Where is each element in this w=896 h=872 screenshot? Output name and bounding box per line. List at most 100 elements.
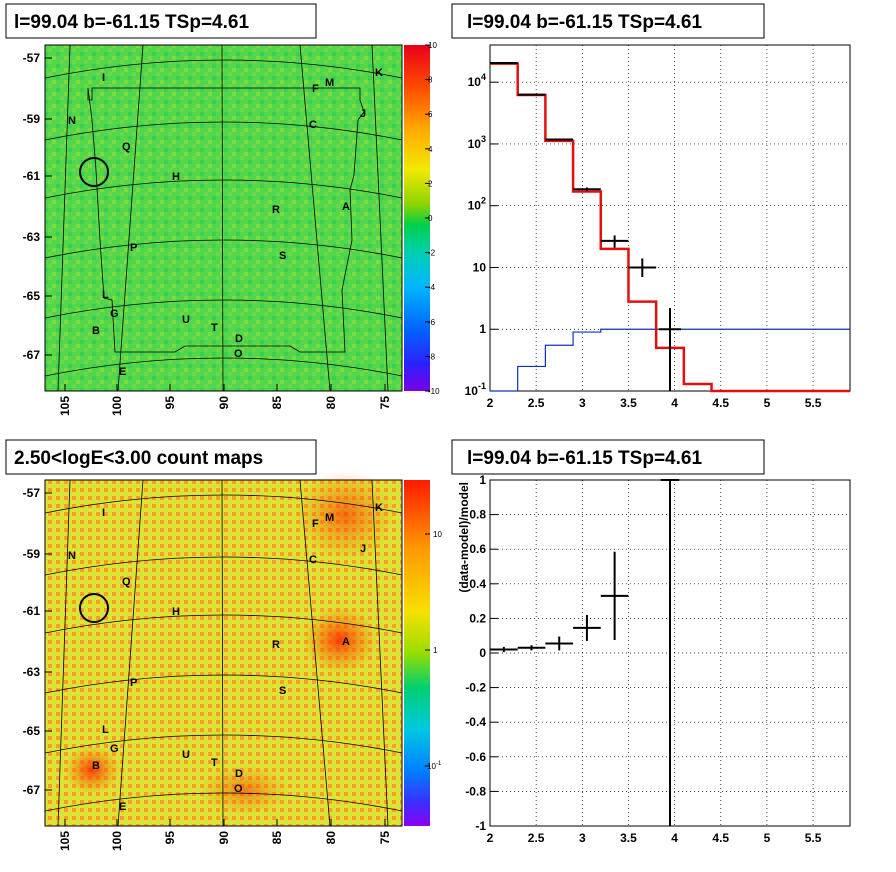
x-tick-label: 4.5 bbox=[712, 831, 729, 845]
source-label-m: M bbox=[325, 512, 334, 524]
lon-line bbox=[371, 479, 389, 827]
source-label-q: Q bbox=[122, 576, 131, 588]
source-label-h: H bbox=[172, 171, 180, 183]
source-label-s: S bbox=[279, 685, 286, 697]
panel-title: 2.50<logE<3.00 count maps bbox=[14, 448, 263, 469]
source-label-t: T bbox=[211, 757, 218, 769]
region-outline bbox=[87, 87, 365, 353]
cb-label: -4 bbox=[428, 283, 436, 292]
source-label-o: O bbox=[234, 348, 243, 360]
y-tick-label: -0.8 bbox=[465, 784, 486, 798]
lon-tick-label: 95 bbox=[163, 396, 177, 410]
counts-map-coord-grid bbox=[44, 479, 403, 827]
panel-residual-map: l=99.04 b=-61.15 TSp=4.61 I M K F N C J Q H A R P S L… bbox=[5, 3, 440, 416]
roi-circle bbox=[79, 593, 109, 623]
x-tick-label: 5 bbox=[764, 396, 771, 410]
source-label-i: I bbox=[102, 507, 105, 519]
cb-label-1: 1 bbox=[433, 646, 438, 655]
y-tick-label: -0.2 bbox=[465, 681, 486, 695]
x-tick-label: 5.5 bbox=[805, 831, 822, 845]
lat-tick-label: -65 bbox=[23, 724, 41, 738]
x-tick-label: 2 bbox=[487, 831, 494, 845]
x-tick-label: 2 bbox=[487, 396, 494, 410]
residual-map-image bbox=[45, 45, 402, 391]
y-tick-label: 0.6 bbox=[469, 542, 486, 556]
panel-title-box bbox=[451, 3, 765, 39]
lon-tick-label: 75 bbox=[378, 396, 392, 410]
lat-line bbox=[44, 614, 403, 634]
hotspot-a bbox=[302, 606, 378, 674]
lon-tick-label: 90 bbox=[217, 396, 231, 410]
source-label-n: N bbox=[68, 115, 76, 127]
x-tick-label: 3.5 bbox=[620, 831, 637, 845]
y-tick-label: 1 bbox=[479, 473, 486, 487]
x-tick-label: 2.5 bbox=[528, 831, 545, 845]
cb-label: 0 bbox=[428, 214, 433, 223]
source-label-p: P bbox=[130, 242, 137, 254]
hotspot-o bbox=[200, 765, 290, 815]
residual-colorbar-labels: 10 8 6 4 2 0 -2 -4 -6 -8 -10 bbox=[425, 41, 440, 396]
lat-line bbox=[44, 239, 403, 259]
lon-tick-label: 85 bbox=[270, 396, 284, 410]
counts-map-lon-ticks: 105 100 95 90 85 80 75 bbox=[58, 819, 392, 851]
source-label-c: C bbox=[309, 119, 317, 131]
cb-label-10: 10 bbox=[433, 530, 442, 539]
y-tick-label: -1 bbox=[475, 819, 486, 833]
source-label-g: G bbox=[110, 743, 119, 755]
y-tick-label: 1 bbox=[479, 322, 486, 336]
lon-tick-label: 80 bbox=[324, 831, 338, 845]
source-label-a: A bbox=[342, 201, 350, 213]
source-label-d: D bbox=[235, 333, 243, 345]
source-label-f: F bbox=[312, 518, 319, 530]
cb-label: 10 bbox=[428, 41, 437, 50]
source-label-c: C bbox=[309, 554, 317, 566]
source-label-g: G bbox=[110, 308, 119, 320]
counts-colorbar bbox=[404, 480, 430, 826]
lon-line bbox=[57, 44, 71, 392]
lon-tick-label: 90 bbox=[217, 831, 231, 845]
residual-map-coord-grid bbox=[44, 44, 403, 392]
counts-map-lat-ticks: -57 -59 -61 -63 -65 -67 bbox=[23, 486, 52, 797]
lat-tick-label: -59 bbox=[23, 547, 41, 561]
source-label-q: Q bbox=[122, 141, 131, 153]
lat-line bbox=[44, 179, 403, 199]
lat-tick-label: -65 bbox=[23, 289, 41, 303]
source-label-j: J bbox=[360, 108, 366, 120]
y-tick-label: 0.2 bbox=[469, 611, 486, 625]
source-label-m: M bbox=[325, 77, 334, 89]
y-tick-label: 0.4 bbox=[469, 577, 486, 591]
source-label-a: A bbox=[342, 636, 350, 648]
lat-tick-label: -57 bbox=[23, 51, 41, 65]
cb-label: -10 bbox=[428, 387, 440, 396]
lat-line bbox=[44, 121, 403, 141]
x-tick-label: 3 bbox=[579, 396, 586, 410]
residual-map-lon-ticks: 105 100 95 90 85 80 75 bbox=[58, 384, 392, 416]
residual-map-sources: I M K F N C J Q H A R P S LG U T B DO E bbox=[68, 67, 383, 378]
ratio-plot: 2 2.5 3 3.5 4 4.5 5 5.5 1 0.8 0.6 0.4 0.2 0 -0.2 -0.4 -0… bbox=[457, 473, 851, 845]
panel-title-box bbox=[5, 439, 317, 475]
lon-line bbox=[117, 479, 144, 827]
source-label-d: D bbox=[235, 768, 243, 780]
source-label-l: L bbox=[102, 289, 109, 301]
y-tick-label: 10-1 bbox=[465, 381, 486, 398]
cb-label: -6 bbox=[428, 318, 436, 327]
source-label-j: J bbox=[360, 543, 366, 555]
panel-counts-map: 2.50<logE<3.00 count maps I M K F N C J Q H A R P S L… bbox=[5, 439, 442, 851]
y-tick-label: 0.8 bbox=[469, 508, 486, 522]
panel-title: l=99.04 b=-61.15 TSp=4.61 bbox=[467, 12, 702, 33]
lon-line bbox=[299, 479, 331, 827]
hotspot-b bbox=[64, 746, 120, 794]
lon-tick-label: 85 bbox=[270, 831, 284, 845]
source-label-t: T bbox=[211, 322, 218, 334]
lat-line bbox=[44, 556, 403, 576]
lon-tick-label: 80 bbox=[324, 396, 338, 410]
lat-tick-label: -63 bbox=[23, 665, 41, 679]
counts-map-sources: I M K F N C J Q H A R P S LG U T B DO E bbox=[68, 502, 383, 813]
lat-line bbox=[44, 59, 403, 79]
lon-tick-label: 95 bbox=[163, 831, 177, 845]
panel-title: l=99.04 b=-61.15 TSp=4.61 bbox=[467, 448, 702, 469]
lat-tick-label: -57 bbox=[23, 486, 41, 500]
source-label-o: O bbox=[234, 783, 243, 795]
source-label-p: P bbox=[130, 677, 137, 689]
